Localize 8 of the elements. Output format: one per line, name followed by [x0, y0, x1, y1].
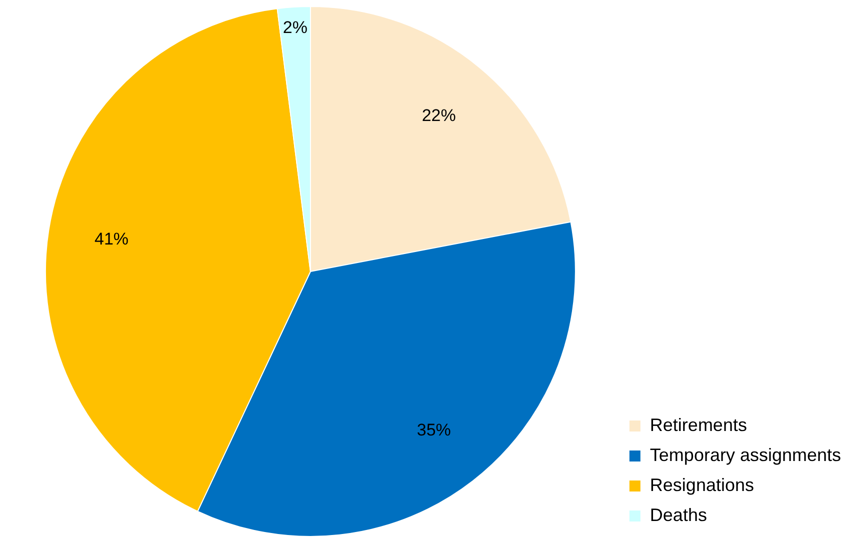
data-label: 22% — [422, 106, 456, 126]
legend-label: Deaths — [650, 504, 707, 525]
legend-label: Resignations — [650, 474, 754, 495]
legend-label: Temporary assignments — [650, 444, 842, 465]
data-label: 41% — [94, 230, 129, 249]
data-label: 2% — [282, 18, 308, 37]
data-label: 35% — [416, 420, 451, 440]
legend-label: Retirements — [650, 414, 747, 435]
